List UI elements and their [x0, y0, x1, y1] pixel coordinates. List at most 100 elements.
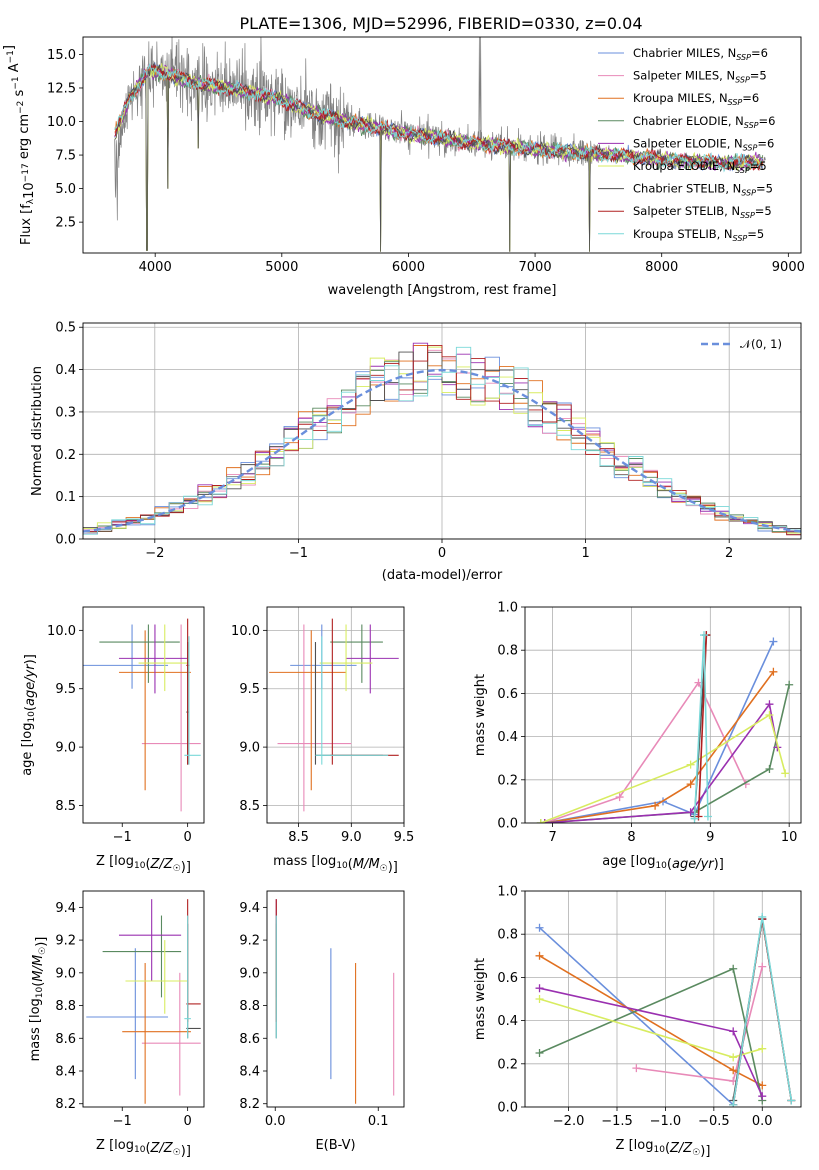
legend-text: =5: [750, 69, 767, 83]
x-tick-label: 8000: [645, 260, 678, 275]
weight-marker-kroupa-stelib: [700, 631, 709, 640]
y-tick-label: 0.2: [55, 448, 76, 463]
x-tick-label: −2: [145, 546, 164, 561]
label-part: Z [log: [616, 1138, 654, 1153]
data-spike: [478, 37, 482, 143]
weight-marker-salpeter-miles: [632, 1064, 641, 1073]
legend-text: Salpeter STELIB, N: [633, 204, 740, 218]
weight-marker-kroupa-stelib: [703, 812, 712, 821]
axes-frame: [82, 322, 802, 540]
legend-sub: SSP: [741, 189, 756, 198]
label-part: (: [145, 857, 150, 872]
normal-curve: [83, 368, 801, 533]
weight-marker-kroupa-miles: [769, 667, 778, 676]
label-part: Z [log: [96, 1138, 134, 1153]
y-tick-label: 7.5: [55, 149, 76, 164]
weight-marker-kroupa-miles: [651, 801, 660, 810]
y-tick-label: 10.0: [231, 624, 260, 639]
model-spectrum-kroupa-stelib: [114, 63, 763, 173]
x-tick-label: 9.0: [341, 830, 362, 845]
x-tick-label: 1: [581, 546, 589, 561]
x-tick-label: 0: [184, 830, 192, 845]
x-tick-label: 5000: [265, 260, 298, 275]
legend-label-chabrier-elodie: Chabrier ELODIE, NSSP=6: [633, 114, 775, 130]
plot-area: [86, 899, 201, 1104]
legend-label-salpeter-elodie: Salpeter ELODIE, NSSP=6: [633, 136, 774, 152]
label-part: 10: [653, 1145, 665, 1155]
weight-line-chabrier-miles: [544, 641, 775, 823]
weight-marker-chabrier-elodie: [785, 680, 794, 689]
legend-text: Kroupa ELODIE, N: [633, 159, 735, 173]
weight-marker-kroupa-elodie: [686, 760, 695, 769]
legend-text: =6: [757, 136, 774, 150]
weight-marker-salpeter-elodie: [765, 700, 774, 709]
axes-frame: [82, 606, 205, 824]
legend-sub: SSP: [736, 53, 751, 62]
weight-line-salpeter-elodie: [544, 702, 779, 823]
x-tick-label: 9000: [772, 260, 805, 275]
label-part: mass weight: [473, 674, 488, 756]
label-part: (: [348, 857, 353, 872]
y-tick-label: 2.5: [55, 216, 76, 231]
y-tick-label: 0.2: [497, 773, 518, 788]
y-tick-label: 10.0: [47, 624, 76, 639]
legend-label-chabrier-miles: Chabrier MILES, NSSP=6: [633, 46, 768, 62]
y-tick-label: 0.0: [55, 533, 76, 548]
label-part: mass weight: [473, 958, 488, 1040]
y-axis-label: Flux [fλ10−17 erg cm−2 s−1 A−1]: [2, 45, 37, 245]
x-tick-label: 2: [725, 546, 733, 561]
legend-sub: SSP: [735, 166, 750, 175]
weight-line-kroupa-elodie: [540, 713, 787, 823]
x-axis-label: Z [log10(Z/Z☉)]: [96, 854, 191, 875]
x-tick-label: 9: [706, 830, 714, 845]
weight-line-kroupa-miles: [544, 671, 775, 823]
legend-text: Chabrier ELODIE, N: [633, 114, 744, 128]
x-tick-label: 0.0: [265, 1114, 286, 1129]
y-tick-label: 1.0: [497, 885, 518, 900]
y-tick-label: 9.0: [239, 741, 260, 756]
weight-marker-kroupa-stelib: [787, 1096, 796, 1105]
label-part: ☉: [173, 1148, 181, 1158]
y-tick-label: 9.2: [239, 934, 260, 949]
label-part: Z/Z: [150, 1141, 174, 1156]
weight-marker-chabrier-miles: [769, 637, 778, 646]
y-axis-label: mass weight: [473, 958, 488, 1040]
y-tick-label: 0.6: [497, 971, 518, 986]
plot-area: [275, 899, 395, 1104]
y-tick-label: 0.8: [497, 928, 518, 943]
label-part: wavelength [Angstrom, rest frame]: [328, 283, 557, 298]
x-tick-label: 10: [781, 830, 798, 845]
plots-layer: 4000 5000 6000 7000 8000 90002.55.07.510.012.…: [2, 36, 805, 1159]
y-tick-label: 9.4: [55, 901, 76, 916]
weight-marker-chabrier-elodie: [535, 1049, 544, 1057]
weight-marker-chabrier-elodie: [765, 765, 774, 773]
label-part: ☉: [692, 1148, 700, 1158]
weight-marker-kroupa-miles: [535, 951, 544, 960]
label-part: ]: [2, 45, 17, 50]
label-part: (: [31, 982, 46, 987]
legend-text: =6: [742, 91, 759, 105]
y-axis-label: age [log10(age/yr)]: [20, 654, 38, 776]
weight-marker-kroupa-elodie: [536, 819, 545, 823]
label-part: age [log: [20, 723, 35, 776]
legend-label-kroupa-elodie: Kroupa ELODIE, NSSP=5: [633, 159, 767, 175]
x-tick-label: −1: [113, 830, 132, 845]
label-part: )]: [714, 857, 724, 872]
label-part: ☉: [380, 864, 388, 874]
y-tick-label: 0.8: [497, 644, 518, 659]
label-part: erg cm: [17, 114, 32, 163]
x-tick-label: 8: [627, 830, 635, 845]
label-part: 10: [27, 711, 37, 723]
label-part: 10: [134, 861, 146, 871]
axes-residual_hist: −2 −1 0 1 2 0.0 0.1 0.2 0.3 0.4 0.5 (data-model)/er…: [30, 321, 802, 583]
y-tick-label: 15.0: [47, 48, 76, 63]
legend-sub: SSP: [744, 121, 759, 130]
axes-mass_vs_ebv: 0.0 0.1 8.2 8.4 8.6 8.8 9.0 9.2 9.4 E(B-V): [239, 890, 405, 1153]
label-part: )]: [23, 654, 38, 664]
x-tick-label: −1.0: [650, 1114, 682, 1129]
y-tick-label: 9.5: [239, 682, 260, 697]
plot-area: [83, 323, 801, 539]
weight-marker-salpeter-elodie: [535, 984, 544, 993]
x-axis-label: wavelength [Angstrom, rest frame]: [328, 283, 557, 298]
